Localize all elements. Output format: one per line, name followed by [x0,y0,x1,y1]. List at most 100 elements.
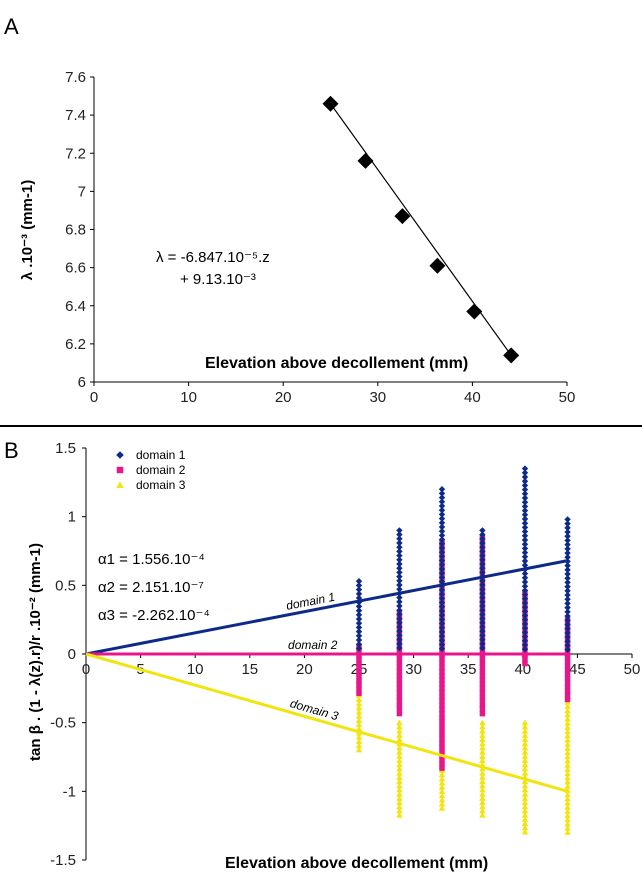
data-point-domain-1 [396,544,403,551]
data-point-domain-1 [564,579,571,586]
data-point-domain-1 [438,641,446,648]
data-point-domain-3 [479,723,486,730]
data-point-domain-3 [564,711,571,718]
data-point-domain-1 [438,599,446,606]
data-point-domain-3 [521,807,529,814]
data-point-domain-3 [521,744,529,751]
data-point-domain-3 [564,732,571,739]
panel-a-y-tick-label: 7.2 [65,145,86,162]
data-point-domain-1 [438,595,446,602]
data-point-domain-2 [356,673,362,680]
data-point-domain-1 [521,574,529,581]
data-point-domain-3 [355,704,363,711]
data-point-domain-3 [396,803,403,810]
data-point-domain-1 [438,624,446,631]
panel-a: 6 6.2 6.4 6.6 6.8 7 7.2 7.4 7.6 0 10 20 30 40 50 λ = … [19,69,575,406]
data-point-domain-1 [479,539,486,547]
data-point-domain-3 [438,788,446,794]
data-point-domain-1 [521,478,529,485]
data-point-domain-3 [355,708,363,715]
data-point-domain-1 [521,625,529,632]
data-point-domain-2 [356,657,362,663]
data-point-domain-1 [479,527,486,534]
data-point-domain-3 [564,745,571,751]
data-point-domain-1 [564,570,571,578]
data-point-domain-3 [564,791,571,798]
data-point-domain-1 [564,524,571,532]
data-point-domain-2 [396,698,403,704]
data-point-domain-2 [356,661,362,667]
data-point-domain-1 [521,612,529,619]
data-point-domain-1 [479,623,486,631]
panel-a-x-tick-label: 0 [90,389,98,406]
data-point-domain-3 [355,696,363,702]
panel-a-x-tick-label: 40 [464,389,481,406]
data-point-domain-1 [438,574,446,581]
data-point-domain-1 [521,499,529,506]
data-point-domain-3 [521,740,529,747]
data-point-domain-1 [396,531,403,538]
data-point-domain-3 [564,707,571,714]
data-point-domain-2 [439,681,445,687]
panel-a-x-tick-label: 20 [275,389,292,406]
data-point-domain-2 [356,690,362,697]
data-point-domain-1 [521,494,529,502]
data-point-domain-3 [396,795,403,801]
data-point-domain-1 [355,645,363,652]
data-point-domain-1 [521,604,529,611]
data-point-domain-2 [564,658,571,665]
data-point-domain-1 [564,646,571,653]
data-point-domain-1 [355,620,363,627]
data-point-domain-3 [564,774,571,781]
data-point-domain-1 [438,528,446,535]
data-point-domain-3 [521,799,529,806]
data-point-domain-1 [521,490,529,497]
data-point-domain-3 [479,782,486,789]
data-point-domain-3 [564,824,571,831]
data-point-domain-2 [439,710,445,717]
data-point-domain-3 [396,769,403,776]
data-point-domain-3 [479,778,486,785]
panel-a-label: A [4,14,19,39]
data-point-domain-3 [396,782,403,789]
data-point-domain-1 [355,636,363,644]
data-point-domain-1 [564,617,571,624]
data-point-domain-1 [479,577,486,584]
data-point-domain-2 [479,694,486,700]
data-point-domain-1 [479,556,486,563]
data-point-domain-1 [438,612,446,619]
data-point-domain-1 [564,625,571,632]
data-point-domain-1 [479,636,486,643]
data-point-domain-2 [439,706,445,713]
data-point-domain-1 [564,545,571,553]
data-point-domain-2 [564,667,571,673]
data-point-domain-2 [396,660,403,666]
data-point-domain-1 [438,502,446,510]
data-point-domain-3 [438,784,446,790]
data-point-domain-2 [396,673,403,679]
data-point-domain-2 [564,679,571,686]
data-point-domain-3 [396,748,403,755]
data-point-domain-3 [396,778,403,785]
data-point-domain-1 [479,560,486,568]
data-point-domain-3 [355,721,363,728]
data-point-domain-3 [396,736,403,743]
data-point-domain-3 [564,778,571,785]
data-point-domain-3 [438,796,446,803]
data-point-domain-3 [396,811,403,818]
data-point-domain-3 [396,774,403,780]
data-point-domain-1 [521,511,529,518]
data-point-domain-2 [479,702,486,708]
data-point-domain-1 [438,494,446,501]
data-point-domain-1 [355,582,363,589]
data-point-domain-1 [564,516,571,523]
data-point-domain-3 [521,727,529,734]
data-point-domain-3 [564,761,571,768]
data-point-domain-1 [521,482,529,489]
data-point-domain-3 [396,765,403,772]
data-point-domain-1 [396,594,403,601]
data-point-domain-2 [396,694,403,700]
data-point-domain-2 [564,692,571,698]
data-point-domain-3 [521,820,529,827]
